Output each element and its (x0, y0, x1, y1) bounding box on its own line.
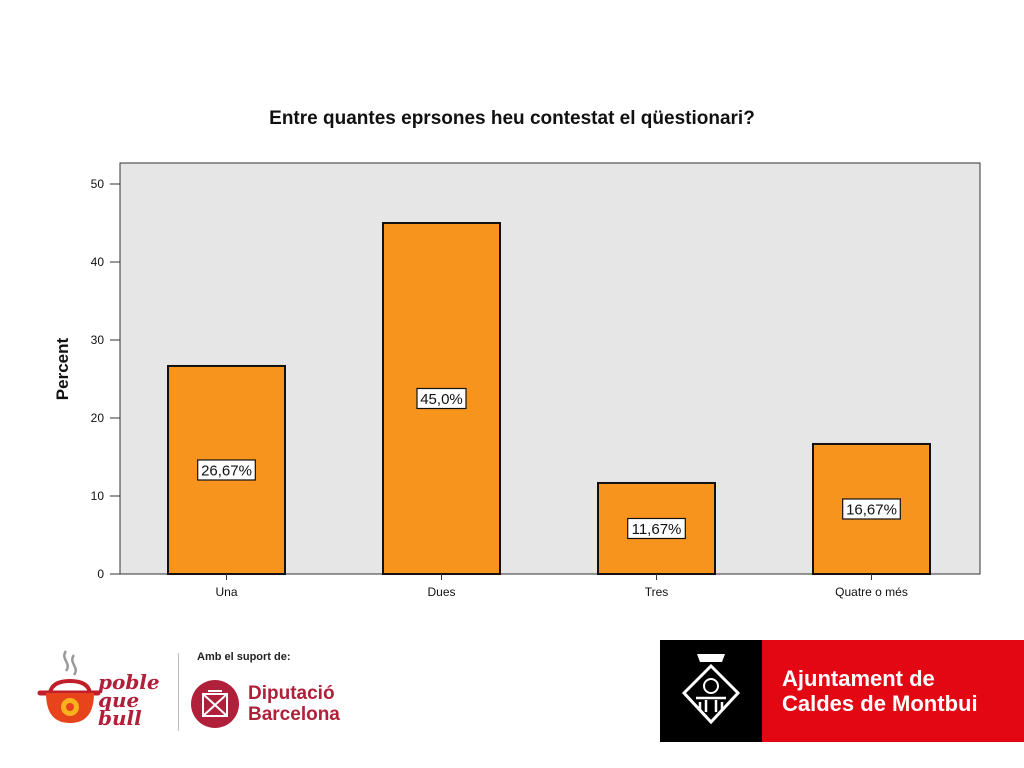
y-tick-label: 50 (91, 177, 105, 191)
data-label: 16,67% (846, 501, 897, 518)
y-tick-label: 20 (91, 411, 105, 425)
data-label-box (416, 387, 467, 410)
y-tick-label: 10 (91, 489, 105, 503)
diputacio-emblem-icon (191, 680, 239, 728)
ajuntament-name: Ajuntament de Caldes de Montbui (782, 666, 978, 716)
sponsor-logos: poble que bull Amb el suport de: Diputac… (30, 645, 360, 735)
data-label: 11,67% (632, 521, 682, 538)
logo-divider (178, 653, 179, 731)
support-label: Amb el suport de: (197, 651, 291, 663)
data-label-box (197, 459, 256, 481)
chart-title: Entre quantes eprsones heu contestat el … (269, 108, 755, 129)
data-label: 45,0% (420, 391, 463, 408)
bars: 26,67% 45,0% 11,67% 16,67% (167, 222, 931, 575)
diputacio-name: Diputació Barcelona (248, 683, 340, 725)
x-tick-label: Tres (645, 585, 669, 599)
y-axis-label: Percent (53, 337, 72, 400)
poble-que-bull-wordmark: poble que bull (98, 670, 160, 730)
data-label: 26,67% (201, 462, 252, 479)
x-axis: Una Dues Tres Quatre o més (215, 574, 908, 599)
y-tick-label: 30 (91, 333, 105, 347)
data-label-box (627, 517, 686, 540)
data-label-box (842, 498, 901, 520)
y-tick-label: 40 (91, 255, 105, 269)
poble-que-bull-logo (37, 650, 101, 723)
x-tick-label: Una (215, 585, 237, 599)
caldes-shield-icon (681, 654, 741, 725)
y-axis: 0 10 20 30 40 50 (91, 177, 120, 581)
x-tick-label: Dues (427, 585, 455, 599)
ajuntament-logo: Ajuntament de Caldes de Montbui (660, 640, 1024, 742)
bar-chart: Entre quantes eprsones heu contestat el … (53, 108, 981, 599)
ajuntament-shield-panel (660, 640, 762, 742)
ajuntament-name-panel: Ajuntament de Caldes de Montbui (762, 640, 1024, 742)
x-tick-label: Quatre o més (835, 585, 908, 599)
y-tick-label: 0 (97, 567, 104, 581)
